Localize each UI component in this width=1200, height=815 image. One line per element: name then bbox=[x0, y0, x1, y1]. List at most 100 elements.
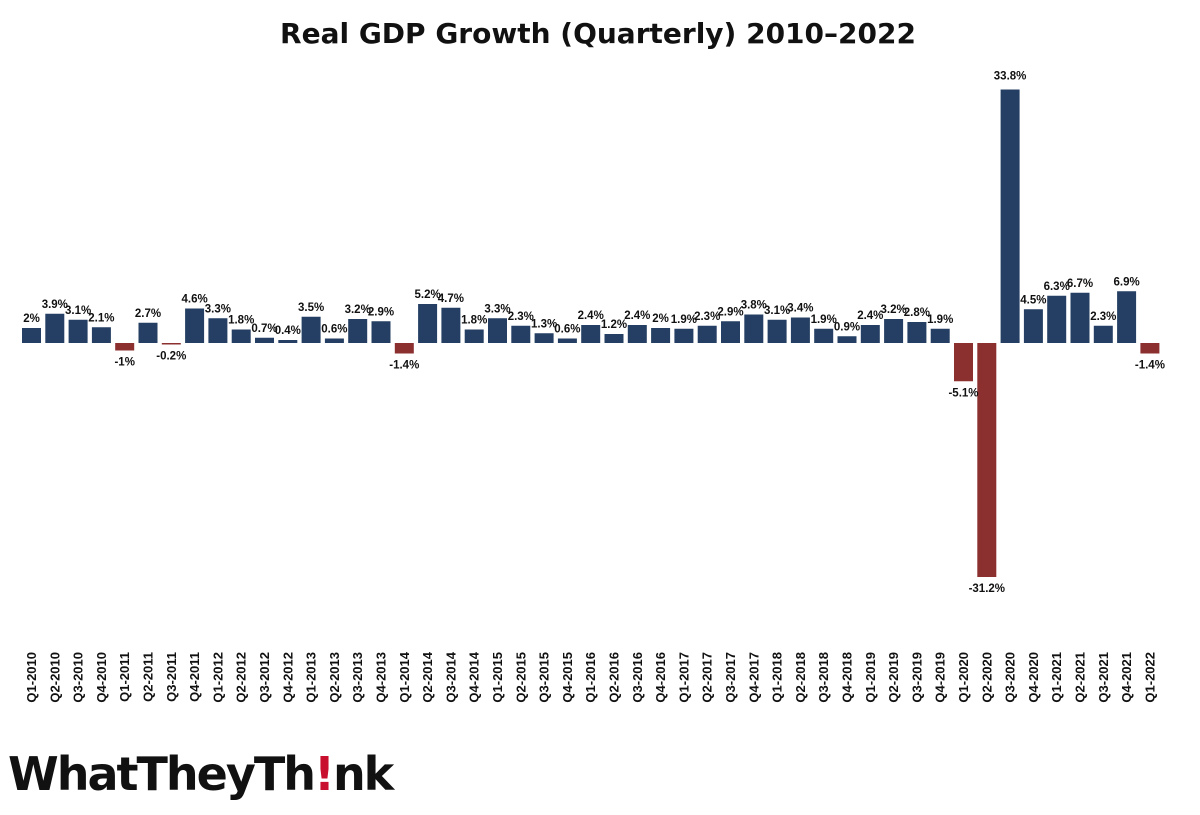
bar-q4-2011 bbox=[185, 308, 205, 343]
bar-q3-2017 bbox=[721, 321, 740, 343]
data-label-q1-2011: -1% bbox=[114, 357, 134, 369]
bar-q2-2021 bbox=[1070, 292, 1090, 343]
data-label-q4-2020: 4.5% bbox=[1020, 294, 1046, 306]
bar-q4-2015 bbox=[557, 338, 577, 343]
x-tick-q4-2011: Q4-2011 bbox=[187, 652, 202, 702]
data-label-q4-2011: 4.6% bbox=[181, 294, 207, 306]
x-tick-q1-2012: Q1-2012 bbox=[210, 652, 225, 703]
x-tick-q4-2018: Q4-2018 bbox=[840, 652, 855, 703]
x-tick-q3-2010: Q3-2010 bbox=[71, 652, 86, 703]
bar-q1-2010 bbox=[22, 328, 41, 343]
bar-q2-2012 bbox=[231, 329, 251, 343]
bar-q2-2013 bbox=[324, 338, 344, 343]
x-tick-q3-2017: Q3-2017 bbox=[723, 652, 738, 703]
data-label-q2-2021: 6.7% bbox=[1067, 278, 1093, 290]
data-label-q2-2018: 3.4% bbox=[787, 303, 813, 315]
bar-q3-2015 bbox=[534, 333, 554, 343]
x-tick-q1-2016: Q1-2016 bbox=[583, 652, 598, 703]
data-label-q1-2010: 2% bbox=[23, 313, 40, 325]
data-label-q2-2017: 2.3% bbox=[694, 311, 720, 323]
x-tick-q4-2014: Q4-2014 bbox=[467, 651, 482, 702]
x-tick-q1-2019: Q1-2019 bbox=[863, 652, 878, 703]
logo-text: WhatTheyTh!nk bbox=[8, 747, 396, 801]
data-label-q2-2012: 1.8% bbox=[228, 315, 254, 327]
bar-q1-2022 bbox=[1140, 343, 1160, 354]
bar-q4-2016 bbox=[651, 328, 671, 343]
bar-q4-2014 bbox=[464, 329, 484, 343]
x-tick-q4-2013: Q4-2013 bbox=[374, 652, 389, 703]
x-tick-q4-2020: Q4-2020 bbox=[1026, 652, 1041, 703]
x-tick-q1-2020: Q1-2020 bbox=[956, 652, 971, 703]
data-label-q4-2018: 0.9% bbox=[834, 321, 860, 333]
data-label-q3-2012: 0.7% bbox=[251, 323, 277, 335]
bar-q4-2010 bbox=[91, 327, 111, 343]
data-labels-layer: 2%3.9%3.1%2.1%-1%2.7%-0.2%4.6%3.3%1.8%0.… bbox=[23, 71, 1165, 596]
bar-q1-2016 bbox=[581, 325, 601, 343]
bar-q4-2013 bbox=[371, 321, 391, 343]
bar-q4-2019 bbox=[930, 328, 950, 343]
data-label-q3-2021: 2.3% bbox=[1090, 311, 1116, 323]
data-label-q2-2016: 1.2% bbox=[601, 319, 627, 331]
bar-q3-2013 bbox=[348, 319, 368, 343]
data-label-q2-2015: 2.3% bbox=[508, 311, 534, 323]
bar-q1-2017 bbox=[674, 328, 694, 343]
bars-layer bbox=[22, 89, 1160, 577]
data-label-q4-2021: 6.9% bbox=[1113, 276, 1139, 288]
data-label-q4-2017: 3.8% bbox=[741, 300, 767, 312]
x-tick-q3-2013: Q3-2013 bbox=[350, 652, 365, 703]
data-label-q3-2010: 3.1% bbox=[65, 305, 91, 317]
data-label-q2-2019: 3.2% bbox=[880, 304, 906, 316]
data-label-q4-2016: 2% bbox=[652, 313, 669, 325]
bar-q1-2011 bbox=[115, 343, 135, 351]
x-tick-q3-2011: Q3-2011 bbox=[164, 652, 179, 702]
bar-q3-2011 bbox=[161, 343, 181, 345]
data-label-q1-2020: -5.1% bbox=[948, 387, 978, 399]
data-label-q4-2012: 0.4% bbox=[275, 325, 301, 337]
data-label-q1-2016: 2.4% bbox=[578, 310, 604, 322]
x-tick-q2-2018: Q2-2018 bbox=[793, 652, 808, 703]
x-tick-q1-2013: Q1-2013 bbox=[304, 652, 319, 703]
x-tick-q4-2016: Q4-2016 bbox=[653, 652, 668, 703]
data-label-q2-2011: 2.7% bbox=[135, 308, 161, 320]
x-tick-q3-2021: Q3-2021 bbox=[1096, 652, 1111, 703]
data-label-q1-2022: -1.4% bbox=[1135, 360, 1165, 372]
data-label-q4-2019: 1.9% bbox=[927, 314, 953, 326]
data-label-q1-2015: 3.3% bbox=[484, 303, 510, 315]
bar-q2-2015 bbox=[511, 325, 531, 343]
x-tick-q2-2014: Q2-2014 bbox=[420, 651, 435, 702]
data-label-q4-2013: 2.9% bbox=[368, 306, 394, 318]
x-tick-q2-2011: Q2-2011 bbox=[141, 652, 156, 702]
x-tick-q2-2013: Q2-2013 bbox=[327, 652, 342, 703]
x-tick-q3-2012: Q3-2012 bbox=[257, 652, 272, 703]
x-tick-q2-2019: Q2-2019 bbox=[886, 652, 901, 703]
x-tick-q2-2017: Q2-2017 bbox=[700, 652, 715, 703]
bar-q2-2014 bbox=[418, 304, 438, 343]
bar-q4-2017 bbox=[744, 314, 764, 343]
bar-q3-2019 bbox=[907, 322, 927, 343]
x-tick-q3-2014: Q3-2014 bbox=[443, 651, 458, 702]
x-tick-q1-2015: Q1-2015 bbox=[490, 652, 505, 703]
x-tick-q3-2016: Q3-2016 bbox=[630, 652, 645, 703]
bar-q2-2019 bbox=[884, 319, 904, 343]
bar-q2-2016 bbox=[604, 334, 624, 343]
bar-q4-2012 bbox=[278, 340, 298, 343]
bar-q1-2021 bbox=[1047, 295, 1067, 343]
bar-q1-2018 bbox=[767, 319, 787, 343]
x-tick-labels-layer: Q1-2010 Q2-2010 Q3-2010 Q4-2010 Q1-2011 Q2-20… bbox=[24, 651, 1157, 702]
data-label-q4-2010: 2.1% bbox=[88, 312, 114, 324]
x-tick-q4-2019: Q4-2019 bbox=[933, 652, 948, 703]
x-tick-q1-2021: Q1-2021 bbox=[1049, 652, 1064, 703]
data-label-q4-2015: 0.6% bbox=[554, 324, 580, 336]
data-label-q1-2017: 1.9% bbox=[671, 314, 697, 326]
data-label-q2-2014: 5.2% bbox=[414, 289, 440, 301]
bar-q3-2020 bbox=[1000, 89, 1020, 343]
bar-q4-2018 bbox=[837, 336, 857, 343]
bar-q3-2018 bbox=[814, 328, 834, 343]
data-label-q1-2012: 3.3% bbox=[205, 303, 231, 315]
x-tick-q4-2017: Q4-2017 bbox=[746, 652, 761, 703]
bar-q3-2021 bbox=[1093, 325, 1113, 343]
x-tick-q1-2014: Q1-2014 bbox=[397, 651, 412, 702]
bar-q1-2020 bbox=[954, 343, 973, 382]
bar-q2-2017 bbox=[697, 325, 717, 343]
